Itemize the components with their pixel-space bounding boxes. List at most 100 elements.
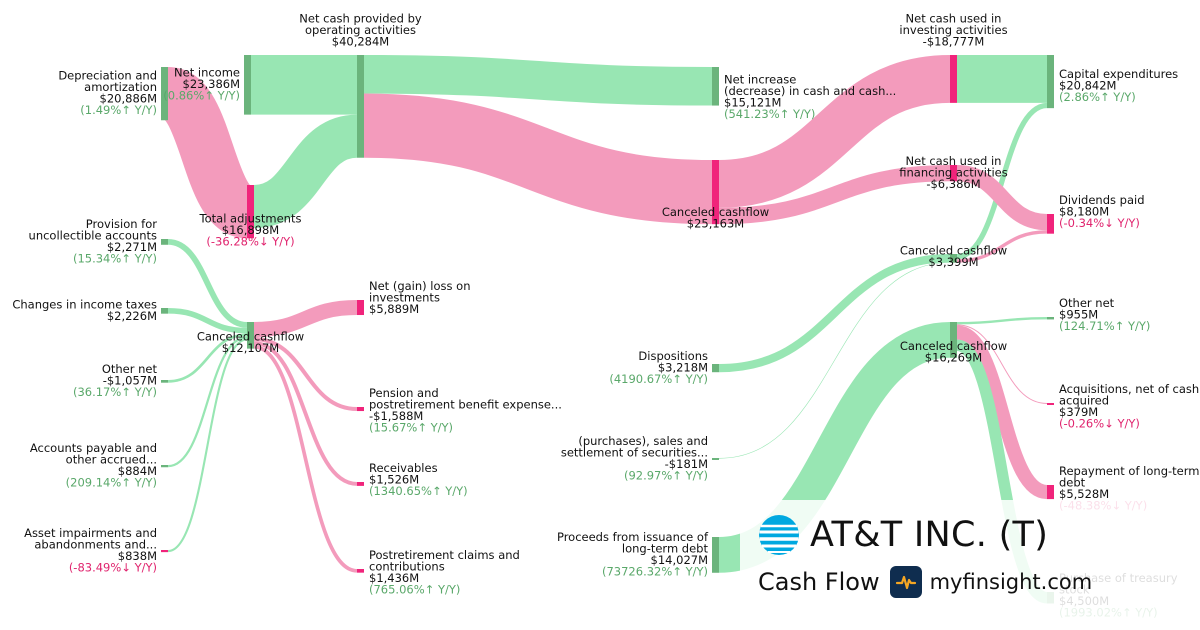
label-imp-1: abandonments and... <box>34 538 157 552</box>
flow-link-ap-to-cc1 <box>167 336 248 468</box>
label-dep-1: amortization <box>84 80 157 94</box>
label-prov-2: $2,271M <box>107 240 157 254</box>
label-div-0: Dividends paid <box>1059 193 1145 207</box>
node-tax <box>161 308 168 314</box>
sankey-nodes <box>161 55 1054 604</box>
label-post-2: $1,436M <box>369 571 419 585</box>
node-nfin <box>950 165 957 182</box>
label-prov-1: uncollectible accounts <box>29 228 157 242</box>
flow-link-dep-to-tadj <box>160 67 255 239</box>
node-ngl <box>357 300 364 316</box>
label-pens-1: postretirement benefit expense... <box>369 398 562 412</box>
flow-link-cc4-to-acq <box>956 324 1048 404</box>
label-ni-0: Net income <box>174 66 240 80</box>
label-pens-3: (15.67%↑ Y/Y) <box>369 421 453 435</box>
label-sec-2: -$181M <box>665 457 708 471</box>
label-ltd-1: long-term debt <box>622 541 709 555</box>
label-cc1-1: $12,107M <box>222 341 279 355</box>
label-capex-2: (2.86%↑ Y/Y) <box>1059 90 1136 104</box>
flow-link-cc1-to-rec <box>253 341 358 486</box>
company-title: AT&T INC. (T) <box>810 515 1049 555</box>
node-cc2 <box>712 160 719 225</box>
label-nic-3: (541.23%↑ Y/Y) <box>724 107 815 121</box>
node-nic <box>712 67 719 106</box>
node-cc4 <box>950 322 957 358</box>
label-acq-2: $379M <box>1059 405 1098 419</box>
label-nic-2: $15,121M <box>724 95 781 109</box>
label-cc3-1: $3,399M <box>928 255 978 269</box>
label-othl-0: Other net <box>102 362 158 376</box>
site-name: myfinsight.com <box>929 570 1093 594</box>
label-ninv-1: investing activities <box>899 23 1007 37</box>
label-post-0: Postretirement claims and <box>369 548 520 562</box>
flow-link-cc1-to-post <box>253 344 358 573</box>
node-div <box>1047 214 1054 234</box>
label-prov-0: Provision for <box>86 217 157 231</box>
label-acq-0: Acquisitions, net of cash <box>1059 382 1199 396</box>
label-othl-2: (36.17%↑ Y/Y) <box>73 385 157 399</box>
label-nic-1: (decrease) in cash and cash... <box>724 84 896 98</box>
node-othl <box>161 380 168 383</box>
node-ninv <box>950 55 957 103</box>
label-disp-1: $3,218M <box>658 360 708 374</box>
label-pens-2: -$1,588M <box>369 409 423 423</box>
label-capex-1: $20,842M <box>1059 78 1116 92</box>
label-dep-3: (1.49%↑ Y/Y) <box>80 103 157 117</box>
att-globe-icon <box>759 515 799 555</box>
label-tax-1: $2,226M <box>107 309 157 323</box>
label-rep-2: $5,528M <box>1059 487 1109 501</box>
label-tadj-2: (-36.28%↓ Y/Y) <box>206 234 294 248</box>
label-imp-2: $838M <box>118 549 157 563</box>
label-dep-2: $20,886M <box>100 92 157 106</box>
label-tadj-0: Total adjustments <box>199 211 302 225</box>
label-imp-3: (-83.49%↓ Y/Y) <box>69 561 157 575</box>
label-ni-2: (0.86%↑ Y/Y) <box>163 89 240 103</box>
flow-link-cc1-to-pens <box>253 337 358 412</box>
node-sec <box>712 458 719 460</box>
label-prov-3: (15.34%↑ Y/Y) <box>73 251 157 265</box>
node-disp <box>712 364 719 373</box>
label-othr-2: (124.71%↑ Y/Y) <box>1059 319 1150 333</box>
node-ncop <box>357 55 364 158</box>
node-ni <box>244 55 251 115</box>
label-othr-0: Other net <box>1059 296 1115 310</box>
label-sec-1: settlement of securities... <box>561 446 708 460</box>
label-tax-0: Changes in income taxes <box>12 297 157 311</box>
node-capex <box>1047 55 1054 109</box>
pulse-icon <box>889 566 922 598</box>
node-acq <box>1047 403 1054 405</box>
label-disp-0: Dispositions <box>638 349 708 363</box>
node-prov <box>161 239 168 245</box>
flow-link-cc2-to-ninv <box>718 55 951 208</box>
label-cc3-0: Canceled cashflow <box>900 244 1007 258</box>
flow-link-cc4-to-rep <box>955 325 1049 500</box>
label-ncop-0: Net cash provided by <box>299 12 422 26</box>
flow-link-tax-to-cc1 <box>167 307 248 334</box>
label-div-1: $8,180M <box>1059 205 1109 219</box>
label-ninv-0: Net cash used in <box>906 12 1002 26</box>
label-dep-0: Depreciation and <box>58 69 157 83</box>
label-sec-3: (92.97%↑ Y/Y) <box>624 469 708 483</box>
flow-link-cc2-to-nfin <box>718 164 951 225</box>
node-rep <box>1047 485 1054 500</box>
label-post-1: contributions <box>369 560 445 574</box>
node-tadj <box>247 185 254 239</box>
node-othr <box>1047 317 1054 320</box>
label-ninv-2: -$18,777M <box>923 35 985 49</box>
statement-subtitle: Cash Flow <box>758 568 880 596</box>
sankey-labels: Depreciation andamortization$20,886M(1.4… <box>12 12 1199 620</box>
label-rep-1: debt <box>1059 476 1086 490</box>
node-ltd <box>712 537 719 573</box>
label-acq-1: acquired <box>1059 394 1109 408</box>
flow-link-prov-to-cc1 <box>167 239 248 328</box>
label-ncop-2: $40,284M <box>332 35 389 49</box>
flow-link-othl-to-cc1 <box>167 333 248 383</box>
flow-link-cc3-to-capex <box>956 102 1048 260</box>
flow-link-sec-to-cc3 <box>718 262 951 459</box>
node-imp <box>161 550 168 553</box>
label-cc4-0: Canceled cashflow <box>900 339 1007 353</box>
label-capex-0: Capital expenditures <box>1059 67 1178 81</box>
label-ltd-0: Proceeds from issuance of <box>557 530 709 544</box>
flow-link-cc1-to-ngl <box>253 299 358 338</box>
